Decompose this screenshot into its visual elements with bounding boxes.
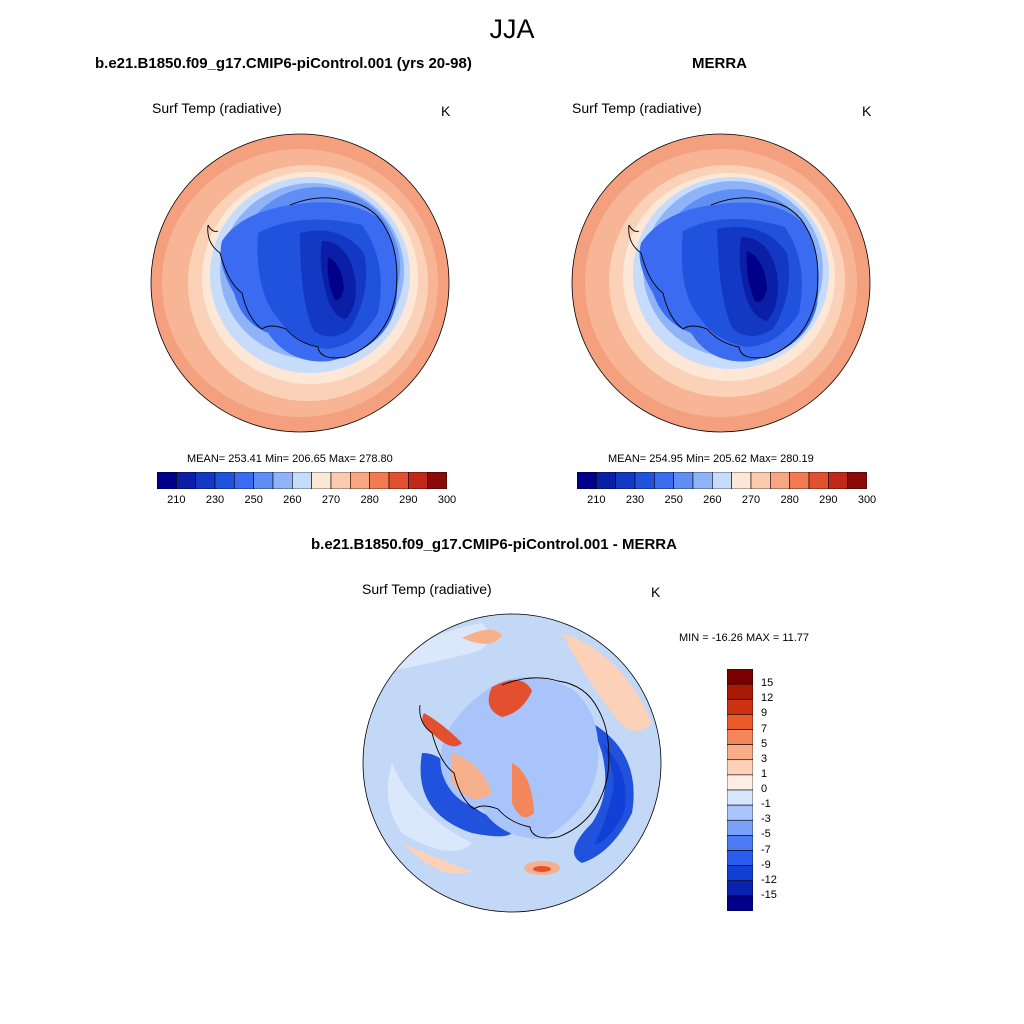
panel-2-colorbar-swatch xyxy=(789,472,810,489)
panel-3-colorbar-swatch xyxy=(727,669,753,685)
panel-1-colorbar-swatch xyxy=(234,472,254,489)
panel-3-colorbar-tick-label: -5 xyxy=(761,828,771,841)
panel-3-colorbar-swatch xyxy=(727,880,753,897)
panel-2-colorbar-tick-label: 230 xyxy=(625,494,645,506)
panel-3-colorbar-tick-label: 3 xyxy=(761,752,768,765)
panel-2-colorbar xyxy=(577,472,867,489)
panel-1-colorbar-swatch xyxy=(427,472,447,489)
panel-1-polar-map xyxy=(150,133,450,433)
panel-2-colorbar-tick-label: 270 xyxy=(741,494,761,506)
panel-3-colorbar-swatch xyxy=(727,774,753,791)
panel-2-colorbar-swatch xyxy=(808,472,829,489)
panel-3-variable: Surf Temp (radiative) xyxy=(362,581,492,597)
panel-2-polar-map xyxy=(571,133,871,433)
panel-3-colorbar-tick-label: -12 xyxy=(761,873,777,886)
panel-2-units: K xyxy=(862,103,872,119)
panel-1-colorbar-swatch xyxy=(157,472,177,489)
panel-3-colorbar-swatch xyxy=(727,698,753,715)
panel-3-colorbar-swatch xyxy=(727,819,753,836)
panel-2-colorbar-swatch xyxy=(654,472,674,489)
panel-2-colorbar-swatch xyxy=(673,472,694,489)
panel-2-colorbar-swatch xyxy=(596,472,616,489)
panel-3-colorbar-swatch xyxy=(727,850,753,866)
panel-1-colorbar-tick-label: 260 xyxy=(283,494,302,506)
panel-3-colorbar xyxy=(727,669,753,911)
panel-3-colorbar-tick-label: -7 xyxy=(761,843,771,856)
panel-3-colorbar-tick-label: 5 xyxy=(761,737,768,750)
panel-2-colorbar-tick-label: 280 xyxy=(780,494,799,506)
panel-2-stats: MEAN= 254.95 Min= 205.62 Max= 280.19 xyxy=(608,453,814,465)
panel-1-colorbar-tick-label: 230 xyxy=(205,494,225,506)
panel-1-colorbar-tick-label: 270 xyxy=(321,494,341,506)
panel-2-colorbar-swatch xyxy=(847,472,867,489)
panel-1-colorbar-swatch xyxy=(214,472,235,489)
panel-2-colorbar-swatch xyxy=(577,472,597,489)
panel-2-colorbar-swatch xyxy=(770,472,790,489)
season-title: JJA xyxy=(489,14,535,44)
panel-3-colorbar-swatch xyxy=(727,804,753,821)
panel-1-colorbar-swatch xyxy=(388,472,409,489)
panel-1-colorbar-swatch xyxy=(311,472,332,489)
panel-1-colorbar-tick-label: 250 xyxy=(244,494,263,506)
panel-1-colorbar-tick-label: 300 xyxy=(437,494,457,506)
panel-2-colorbar-swatch xyxy=(828,472,848,489)
panel-2-colorbar-swatch xyxy=(731,472,752,489)
panel-2-colorbar-swatch xyxy=(615,472,636,489)
panel-3-colorbar-tick-label: 7 xyxy=(761,722,768,735)
panel-1-colorbar-swatch xyxy=(176,472,196,489)
panel-1-colorbar-tick-label: 210 xyxy=(167,494,186,506)
panel-2-colorbar-tick-label: 210 xyxy=(587,494,606,506)
panel-1-colorbar-swatch xyxy=(350,472,370,489)
panel-3-colorbar-swatch xyxy=(727,865,753,882)
panel-1-colorbar-swatch xyxy=(272,472,293,489)
panel-3-colorbar-swatch xyxy=(727,683,753,700)
panel-3-units: K xyxy=(651,584,661,600)
panel-3-colorbar-swatch xyxy=(727,789,753,806)
panel-3-colorbar-tick-label: -15 xyxy=(761,888,777,901)
panel-3-colorbar-swatch xyxy=(727,729,753,745)
panel-2-variable: Surf Temp (radiative) xyxy=(572,100,702,116)
panel-3-colorbar-tick-label: 1 xyxy=(761,767,768,780)
panel-1-colorbar-tick-label: 280 xyxy=(360,494,379,506)
panel-1-colorbar-tick-label: 290 xyxy=(399,494,418,506)
panel-1-colorbar-swatch xyxy=(369,472,390,489)
panel-2-colorbar-swatch xyxy=(750,472,771,489)
panel-1-title: b.e21.B1850.f09_g17.CMIP6-piControl.001 … xyxy=(95,55,472,72)
panel-3-colorbar-swatch xyxy=(727,744,753,761)
panel-3-colorbar-tick-label: -9 xyxy=(761,858,771,871)
panel-1-colorbar-swatch xyxy=(292,472,312,489)
panel-2-colorbar-swatch xyxy=(634,472,655,489)
panel-3-colorbar-tick-label: 15 xyxy=(761,677,774,690)
panel-2-colorbar-swatch xyxy=(692,472,713,489)
panel-3-colorbar-tick-label: 0 xyxy=(761,783,768,795)
panel-2-title: MERRA xyxy=(692,55,747,72)
panel-1-colorbar-swatch xyxy=(330,472,351,489)
panel-1-variable: Surf Temp (radiative) xyxy=(152,100,282,116)
panel-3-colorbar-swatch xyxy=(727,714,753,730)
panel-1-stats: MEAN= 253.41 Min= 206.65 Max= 278.80 xyxy=(187,453,393,465)
panel-1-colorbar xyxy=(157,472,447,489)
panel-3-colorbar-tick-label: 9 xyxy=(761,707,768,720)
panel-2-colorbar-swatch xyxy=(712,472,732,489)
panel-3-colorbar-tick-label: -3 xyxy=(761,813,771,826)
panel-2-colorbar-tick-label: 300 xyxy=(857,494,877,506)
panel-1-colorbar-swatch xyxy=(195,472,216,489)
panel-3-colorbar-tick-label: 12 xyxy=(761,692,774,705)
panel-2-colorbar-tick-label: 250 xyxy=(664,494,683,506)
panel-1-colorbar-swatch xyxy=(253,472,274,489)
panel-2-colorbar-tick-label: 290 xyxy=(819,494,838,506)
panel-3-colorbar-swatch xyxy=(727,835,753,851)
panel-3-colorbar-swatch xyxy=(727,895,753,911)
panel-3-colorbar-tick-label: -1 xyxy=(761,798,771,811)
panel-3-title: b.e21.B1850.f09_g17.CMIP6-piControl.001 … xyxy=(311,536,677,553)
panel-1-units: K xyxy=(441,103,451,119)
panel-3-colorbar-swatch xyxy=(727,759,753,776)
panel-1-colorbar-swatch xyxy=(408,472,428,489)
panel-3-polar-map xyxy=(362,613,662,913)
panel-3-stats: MIN = -16.26 MAX = 11.77 xyxy=(679,632,810,644)
panel-2-colorbar-tick-label: 260 xyxy=(703,494,722,506)
